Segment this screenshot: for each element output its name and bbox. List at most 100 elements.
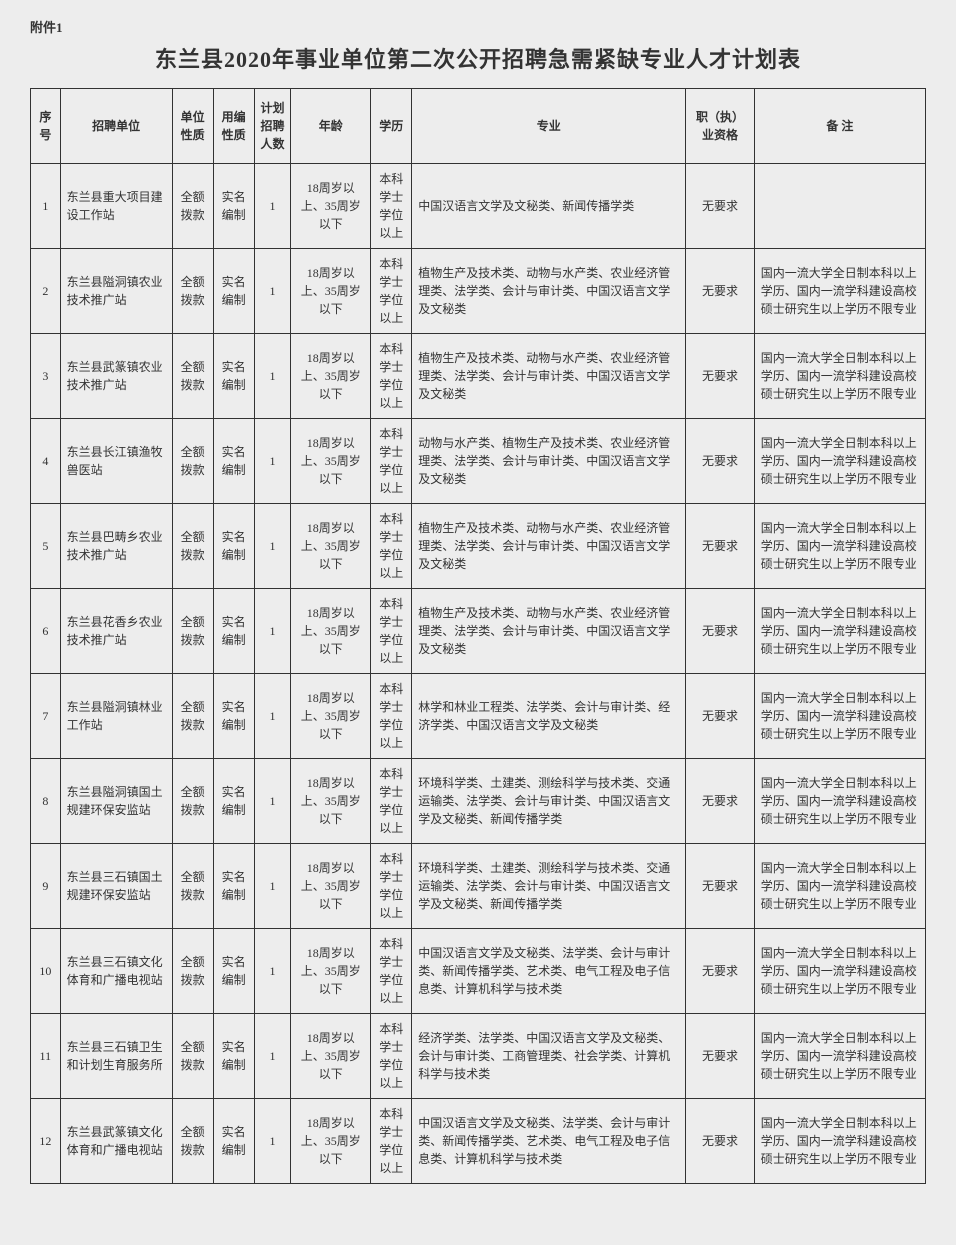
table-row: 6东兰县花香乡农业技术推广站全额拨款实名编制118周岁以上、35周岁以下本科学士… — [31, 588, 926, 673]
cell-major: 林学和林业工程类、法学类、会计与审计类、经济学类、中国汉语言文学及文秘类 — [412, 673, 686, 758]
table-row: 1东兰县重大项目建设工作站全额拨款实名编制118周岁以上、35周岁以下本科学士学… — [31, 163, 926, 248]
cell-staff-nature: 实名编制 — [213, 248, 254, 333]
table-row: 8东兰县隘洞镇国土规建环保安监站全额拨款实名编制118周岁以上、35周岁以下本科… — [31, 758, 926, 843]
cell-num: 1 — [254, 928, 291, 1013]
cell-age: 18周岁以上、35周岁以下 — [291, 1098, 371, 1183]
cell-note: 国内一流大学全日制本科以上学历、国内一流学科建设高校硕士研究生以上学历不限专业 — [754, 503, 925, 588]
cell-age: 18周岁以上、35周岁以下 — [291, 333, 371, 418]
cell-age: 18周岁以上、35周岁以下 — [291, 673, 371, 758]
recruitment-table: 序号 招聘单位 单位性质 用编性质 计划招聘人数 年龄 学历 专业 职（执）业资… — [30, 88, 926, 1184]
cell-unit-nature: 全额拨款 — [172, 163, 213, 248]
cell-unit-nature: 全额拨款 — [172, 1098, 213, 1183]
cell-seq: 11 — [31, 1013, 61, 1098]
cell-edu: 本科学士学位以上 — [371, 758, 412, 843]
cell-unit-nature: 全额拨款 — [172, 248, 213, 333]
cell-unit-nature: 全额拨款 — [172, 673, 213, 758]
cell-edu: 本科学士学位以上 — [371, 418, 412, 503]
cell-note: 国内一流大学全日制本科以上学历、国内一流学科建设高校硕士研究生以上学历不限专业 — [754, 843, 925, 928]
cell-edu: 本科学士学位以上 — [371, 333, 412, 418]
table-header-row: 序号 招聘单位 单位性质 用编性质 计划招聘人数 年龄 学历 专业 职（执）业资… — [31, 88, 926, 163]
cell-qual: 无要求 — [686, 843, 754, 928]
cell-edu: 本科学士学位以上 — [371, 588, 412, 673]
cell-edu: 本科学士学位以上 — [371, 503, 412, 588]
cell-major: 动物与水产类、植物生产及技术类、农业经济管理类、法学类、会计与审计类、中国汉语言… — [412, 418, 686, 503]
cell-note: 国内一流大学全日制本科以上学历、国内一流学科建设高校硕士研究生以上学历不限专业 — [754, 1013, 925, 1098]
cell-unit-nature: 全额拨款 — [172, 843, 213, 928]
col-age: 年龄 — [291, 88, 371, 163]
cell-staff-nature: 实名编制 — [213, 928, 254, 1013]
cell-major: 中国汉语言文学及文秘类、新闻传播学类 — [412, 163, 686, 248]
cell-major: 经济学类、法学类、中国汉语言文学及文秘类、会计与审计类、工商管理类、社会学类、计… — [412, 1013, 686, 1098]
cell-unit: 东兰县三石镇文化体育和广播电视站 — [60, 928, 172, 1013]
cell-num: 1 — [254, 1013, 291, 1098]
cell-edu: 本科学士学位以上 — [371, 248, 412, 333]
cell-seq: 2 — [31, 248, 61, 333]
col-edu: 学历 — [371, 88, 412, 163]
cell-seq: 7 — [31, 673, 61, 758]
cell-major: 植物生产及技术类、动物与水产类、农业经济管理类、法学类、会计与审计类、中国汉语言… — [412, 248, 686, 333]
cell-seq: 5 — [31, 503, 61, 588]
cell-seq: 10 — [31, 928, 61, 1013]
cell-note: 国内一流大学全日制本科以上学历、国内一流学科建设高校硕士研究生以上学历不限专业 — [754, 758, 925, 843]
table-row: 7东兰县隘洞镇林业工作站全额拨款实名编制118周岁以上、35周岁以下本科学士学位… — [31, 673, 926, 758]
cell-qual: 无要求 — [686, 588, 754, 673]
table-row: 5东兰县巴畴乡农业技术推广站全额拨款实名编制118周岁以上、35周岁以下本科学士… — [31, 503, 926, 588]
cell-unit: 东兰县三石镇卫生和计划生育服务所 — [60, 1013, 172, 1098]
table-row: 10东兰县三石镇文化体育和广播电视站全额拨款实名编制118周岁以上、35周岁以下… — [31, 928, 926, 1013]
cell-staff-nature: 实名编制 — [213, 333, 254, 418]
cell-major: 环境科学类、土建类、测绘科学与技术类、交通运输类、法学类、会计与审计类、中国汉语… — [412, 843, 686, 928]
cell-major: 中国汉语言文学及文秘类、法学类、会计与审计类、新闻传播学类、艺术类、电气工程及电… — [412, 1098, 686, 1183]
cell-note: 国内一流大学全日制本科以上学历、国内一流学科建设高校硕士研究生以上学历不限专业 — [754, 248, 925, 333]
cell-staff-nature: 实名编制 — [213, 1013, 254, 1098]
cell-unit: 东兰县巴畴乡农业技术推广站 — [60, 503, 172, 588]
cell-num: 1 — [254, 758, 291, 843]
cell-qual: 无要求 — [686, 248, 754, 333]
cell-staff-nature: 实名编制 — [213, 673, 254, 758]
cell-unit-nature: 全额拨款 — [172, 588, 213, 673]
cell-edu: 本科学士学位以上 — [371, 163, 412, 248]
cell-unit-nature: 全额拨款 — [172, 928, 213, 1013]
table-row: 11东兰县三石镇卫生和计划生育服务所全额拨款实名编制118周岁以上、35周岁以下… — [31, 1013, 926, 1098]
cell-age: 18周岁以上、35周岁以下 — [291, 588, 371, 673]
cell-edu: 本科学士学位以上 — [371, 843, 412, 928]
cell-qual: 无要求 — [686, 163, 754, 248]
cell-qual: 无要求 — [686, 673, 754, 758]
page-title: 东兰县2020年事业单位第二次公开招聘急需紧缺专业人才计划表 — [30, 42, 926, 74]
cell-unit: 东兰县隘洞镇林业工作站 — [60, 673, 172, 758]
cell-major: 植物生产及技术类、动物与水产类、农业经济管理类、法学类、会计与审计类、中国汉语言… — [412, 333, 686, 418]
cell-num: 1 — [254, 163, 291, 248]
cell-staff-nature: 实名编制 — [213, 163, 254, 248]
cell-seq: 6 — [31, 588, 61, 673]
table-row: 4东兰县长江镇渔牧兽医站全额拨款实名编制118周岁以上、35周岁以下本科学士学位… — [31, 418, 926, 503]
cell-unit: 东兰县花香乡农业技术推广站 — [60, 588, 172, 673]
cell-qual: 无要求 — [686, 758, 754, 843]
cell-num: 1 — [254, 248, 291, 333]
cell-major: 植物生产及技术类、动物与水产类、农业经济管理类、法学类、会计与审计类、中国汉语言… — [412, 503, 686, 588]
cell-unit-nature: 全额拨款 — [172, 758, 213, 843]
col-major: 专业 — [412, 88, 686, 163]
cell-note: 国内一流大学全日制本科以上学历、国内一流学科建设高校硕士研究生以上学历不限专业 — [754, 1098, 925, 1183]
cell-seq: 1 — [31, 163, 61, 248]
cell-staff-nature: 实名编制 — [213, 758, 254, 843]
cell-num: 1 — [254, 843, 291, 928]
cell-note: 国内一流大学全日制本科以上学历、国内一流学科建设高校硕士研究生以上学历不限专业 — [754, 588, 925, 673]
col-qual: 职（执）业资格 — [686, 88, 754, 163]
cell-unit: 东兰县武篆镇农业技术推广站 — [60, 333, 172, 418]
cell-major: 中国汉语言文学及文秘类、法学类、会计与审计类、新闻传播学类、艺术类、电气工程及电… — [412, 928, 686, 1013]
cell-staff-nature: 实名编制 — [213, 588, 254, 673]
cell-age: 18周岁以上、35周岁以下 — [291, 248, 371, 333]
cell-seq: 12 — [31, 1098, 61, 1183]
cell-seq: 4 — [31, 418, 61, 503]
cell-age: 18周岁以上、35周岁以下 — [291, 928, 371, 1013]
cell-num: 1 — [254, 333, 291, 418]
cell-edu: 本科学士学位以上 — [371, 673, 412, 758]
table-row: 9东兰县三石镇国土规建环保安监站全额拨款实名编制118周岁以上、35周岁以下本科… — [31, 843, 926, 928]
cell-unit: 东兰县重大项目建设工作站 — [60, 163, 172, 248]
col-plan-num: 计划招聘人数 — [254, 88, 291, 163]
cell-note: 国内一流大学全日制本科以上学历、国内一流学科建设高校硕士研究生以上学历不限专业 — [754, 673, 925, 758]
cell-unit: 东兰县三石镇国土规建环保安监站 — [60, 843, 172, 928]
col-seq: 序号 — [31, 88, 61, 163]
cell-qual: 无要求 — [686, 928, 754, 1013]
cell-age: 18周岁以上、35周岁以下 — [291, 758, 371, 843]
col-unit: 招聘单位 — [60, 88, 172, 163]
